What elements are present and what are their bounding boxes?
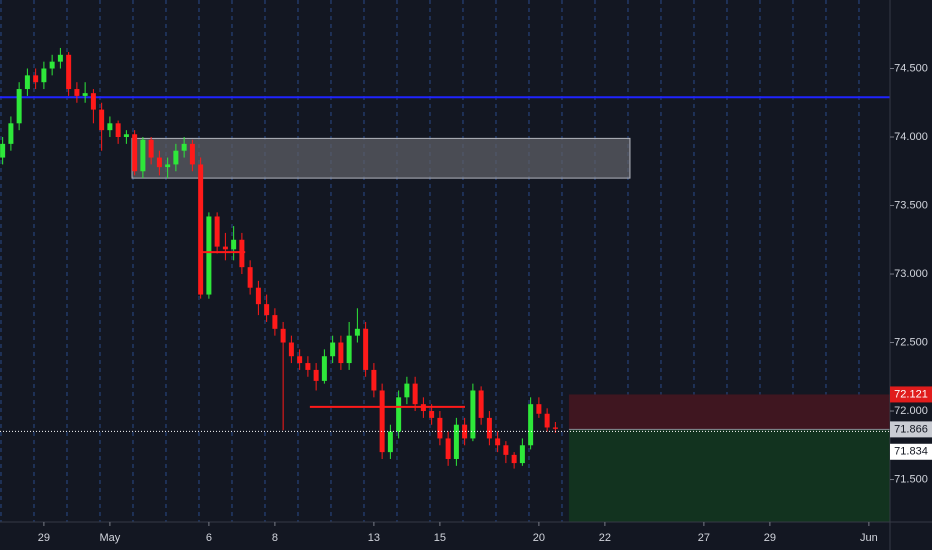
candle-body <box>74 89 80 96</box>
candle-body <box>181 143 187 151</box>
candle-body <box>173 150 179 165</box>
candle-body <box>264 304 270 316</box>
y-tick-label: 73.000 <box>894 268 928 280</box>
candle-body <box>99 109 105 131</box>
candle-body <box>156 157 162 168</box>
y-tick-label: 74.000 <box>894 131 928 143</box>
y-tick-label: 74.500 <box>894 62 928 74</box>
candle-body <box>49 61 55 69</box>
x-tick-label: 6 <box>206 532 212 544</box>
x-tick-label: 29 <box>38 532 50 544</box>
candle-body <box>0 143 6 158</box>
candle-body <box>519 445 525 464</box>
candle-body <box>140 139 146 172</box>
x-tick-label: 8 <box>272 532 278 544</box>
candle-body <box>214 216 220 247</box>
candle-body <box>132 134 138 172</box>
candle-body <box>8 123 14 144</box>
candle-body <box>363 328 369 370</box>
stop-zone <box>568 394 890 430</box>
candle-body <box>371 369 377 391</box>
candle-body <box>189 143 195 165</box>
candle-body <box>379 390 385 453</box>
candle-body <box>239 239 245 268</box>
y-tick-label: 73.500 <box>894 199 928 211</box>
candle-body <box>536 404 542 414</box>
candle-body <box>206 216 212 295</box>
candle-body <box>33 75 39 83</box>
candle-body <box>57 54 63 62</box>
candle-body <box>288 342 294 357</box>
candle-body <box>462 424 468 439</box>
candle-body <box>231 239 237 250</box>
candle-body <box>255 287 261 305</box>
candle-body <box>453 424 459 459</box>
candle-body <box>198 164 204 295</box>
candle-body <box>470 390 476 439</box>
x-tick-label: May <box>99 532 120 544</box>
candle-body <box>412 383 418 405</box>
candle-body <box>297 356 303 364</box>
price-label-box <box>890 443 932 460</box>
candle-body <box>429 411 435 418</box>
candle-body <box>66 54 72 90</box>
candle-body <box>396 397 402 432</box>
x-tick-label: 22 <box>599 532 611 544</box>
candle-body <box>528 404 534 446</box>
price-label: 72.121 <box>894 388 928 400</box>
candle-body <box>437 417 443 439</box>
candle-body <box>486 417 492 439</box>
axes: 71.500 72.000 72.500 73.000 73.500 74.000 74.5… <box>38 62 932 544</box>
candle-body <box>222 246 228 250</box>
price-label-box <box>890 386 932 403</box>
candle-body <box>544 413 550 428</box>
candle-body <box>24 75 30 90</box>
candle-body <box>478 390 484 418</box>
candle-body <box>305 363 311 370</box>
candle-body <box>148 139 154 158</box>
candle-body <box>495 438 501 446</box>
x-tick-label: Jun <box>860 532 878 544</box>
candle-body <box>503 445 509 455</box>
candle-body <box>115 123 121 138</box>
candle-body <box>313 369 319 381</box>
plot-area <box>0 0 890 522</box>
price-label: 71.866 <box>894 423 928 435</box>
candle-body <box>346 335 352 364</box>
candle-body <box>511 454 517 464</box>
candle-body <box>165 164 171 168</box>
x-tick-label: 15 <box>434 532 446 544</box>
candle-body <box>90 93 96 110</box>
candle-body <box>387 431 393 453</box>
candle-body <box>107 123 113 131</box>
price-label: 71.834 <box>894 446 928 458</box>
y-tick-label: 72.000 <box>894 405 928 417</box>
candle-body <box>321 356 327 381</box>
target-zone <box>568 429 890 522</box>
x-tick-label: 13 <box>368 532 380 544</box>
candle-body <box>552 427 558 429</box>
candle-body <box>272 315 278 329</box>
candle-body <box>338 342 344 364</box>
candle-body <box>16 89 22 124</box>
x-tick-label: 27 <box>698 532 710 544</box>
price-label-box <box>890 421 932 438</box>
y-tick-label: 71.500 <box>894 473 928 485</box>
x-tick-label: 29 <box>764 532 776 544</box>
zone <box>131 137 631 179</box>
candle-body <box>41 68 47 83</box>
candle-body <box>354 328 360 336</box>
x-tick-label: 20 <box>533 532 545 544</box>
candle-body <box>247 267 253 288</box>
y-tick-label: 72.500 <box>894 336 928 348</box>
candle-body <box>82 93 88 96</box>
candle-body <box>445 438 451 459</box>
candle-body <box>330 342 336 357</box>
candle-body <box>280 328 286 343</box>
candle-body <box>404 383 410 398</box>
candle-body <box>123 134 129 138</box>
